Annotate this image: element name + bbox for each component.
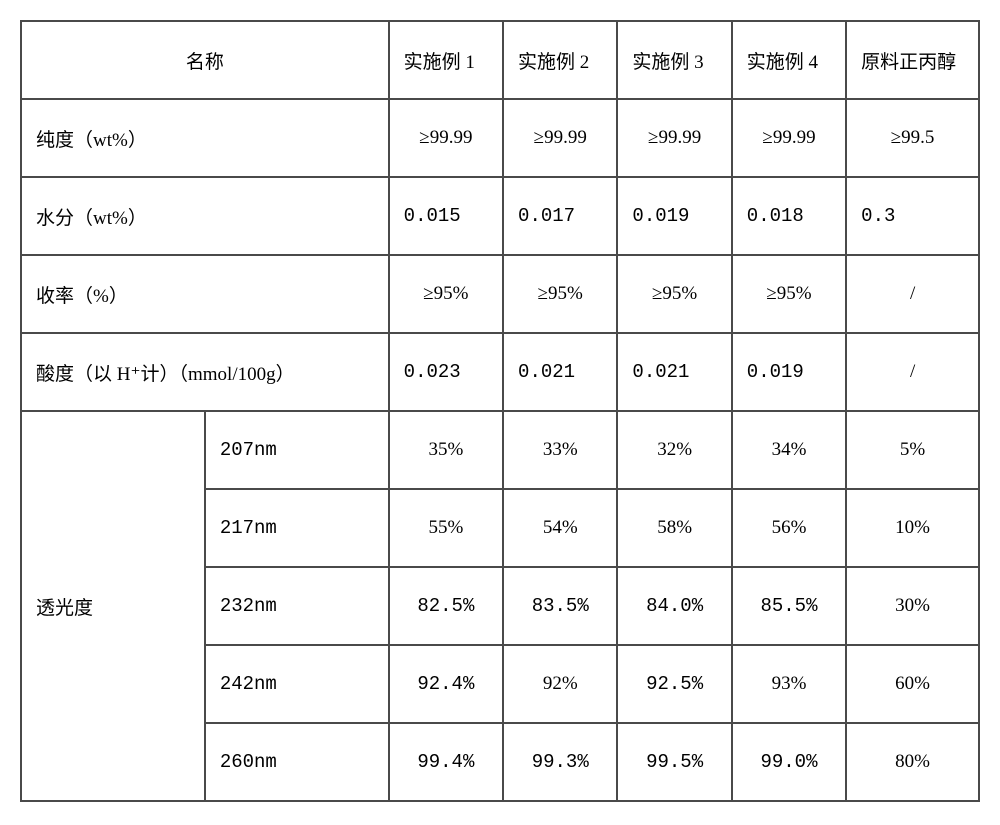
table-cell: 0.021: [617, 333, 731, 411]
table-cell: ≥95%: [732, 255, 846, 333]
table-cell: ≥99.99: [732, 99, 846, 177]
table-row: 水分（wt%） 0.015 0.017 0.019 0.018 0.3: [21, 177, 979, 255]
table-cell: 0.018: [732, 177, 846, 255]
table-cell: 92%: [503, 645, 617, 723]
table-cell: ≥95%: [503, 255, 617, 333]
table-cell: 58%: [617, 489, 731, 567]
table-cell: 85.5%: [732, 567, 846, 645]
table-cell: 99.5%: [617, 723, 731, 801]
table-cell: ≥95%: [617, 255, 731, 333]
table-cell: 93%: [732, 645, 846, 723]
table-cell: 54%: [503, 489, 617, 567]
table-cell: 0.019: [617, 177, 731, 255]
table-cell: ≥99.99: [503, 99, 617, 177]
table-cell: 35%: [389, 411, 503, 489]
table-cell: 83.5%: [503, 567, 617, 645]
table-cell: 55%: [389, 489, 503, 567]
table-cell: 0.019: [732, 333, 846, 411]
header-col-4: 实施例 4: [732, 21, 846, 99]
table-cell: ≥99.99: [617, 99, 731, 177]
header-col-2: 实施例 2: [503, 21, 617, 99]
table-cell: 30%: [846, 567, 979, 645]
table-cell: 80%: [846, 723, 979, 801]
table-cell: 33%: [503, 411, 617, 489]
wavelength-label: 217nm: [205, 489, 389, 567]
table-header-row: 名称 实施例 1 实施例 2 实施例 3 实施例 4 原料正丙醇: [21, 21, 979, 99]
table-cell: /: [846, 255, 979, 333]
data-table: 名称 实施例 1 实施例 2 实施例 3 实施例 4 原料正丙醇 纯度（wt%）…: [20, 20, 980, 802]
table-cell: 92.5%: [617, 645, 731, 723]
table-cell: 10%: [846, 489, 979, 567]
table-cell: 0.015: [389, 177, 503, 255]
header-col-5: 原料正丙醇: [846, 21, 979, 99]
row-label: 收率（%）: [21, 255, 389, 333]
table-cell: 84.0%: [617, 567, 731, 645]
table-cell: 0.021: [503, 333, 617, 411]
table-cell: 32%: [617, 411, 731, 489]
table-row: 透光度 207nm 35% 33% 32% 34% 5%: [21, 411, 979, 489]
table-cell: 0.3: [846, 177, 979, 255]
table-row: 酸度（以 H⁺计）（mmol/100g） 0.023 0.021 0.021 0…: [21, 333, 979, 411]
table-cell: 99.3%: [503, 723, 617, 801]
row-label: 酸度（以 H⁺计）（mmol/100g）: [21, 333, 389, 411]
table-cell: ≥99.99: [389, 99, 503, 177]
wavelength-label: 207nm: [205, 411, 389, 489]
header-col-1: 实施例 1: [389, 21, 503, 99]
table-cell: 34%: [732, 411, 846, 489]
table-cell: 60%: [846, 645, 979, 723]
table-cell: 56%: [732, 489, 846, 567]
header-name-label: 名称: [186, 52, 224, 73]
table-cell: 5%: [846, 411, 979, 489]
wavelength-label: 242nm: [205, 645, 389, 723]
table-cell: /: [846, 333, 979, 411]
row-label: 纯度（wt%）: [21, 99, 389, 177]
table-cell: 99.4%: [389, 723, 503, 801]
wavelength-label: 232nm: [205, 567, 389, 645]
table-row: 纯度（wt%） ≥99.99 ≥99.99 ≥99.99 ≥99.99 ≥99.…: [21, 99, 979, 177]
wavelength-label: 260nm: [205, 723, 389, 801]
table-cell: 92.4%: [389, 645, 503, 723]
table-cell: 99.0%: [732, 723, 846, 801]
table-cell: ≥99.5: [846, 99, 979, 177]
header-col-3: 实施例 3: [617, 21, 731, 99]
table-cell: 82.5%: [389, 567, 503, 645]
table-cell: 0.023: [389, 333, 503, 411]
row-label: 水分（wt%）: [21, 177, 389, 255]
table-row: 收率（%） ≥95% ≥95% ≥95% ≥95% /: [21, 255, 979, 333]
table-cell: ≥95%: [389, 255, 503, 333]
transmittance-group-label: 透光度: [21, 411, 205, 801]
header-name-cell: 名称: [21, 21, 389, 99]
table-cell: 0.017: [503, 177, 617, 255]
